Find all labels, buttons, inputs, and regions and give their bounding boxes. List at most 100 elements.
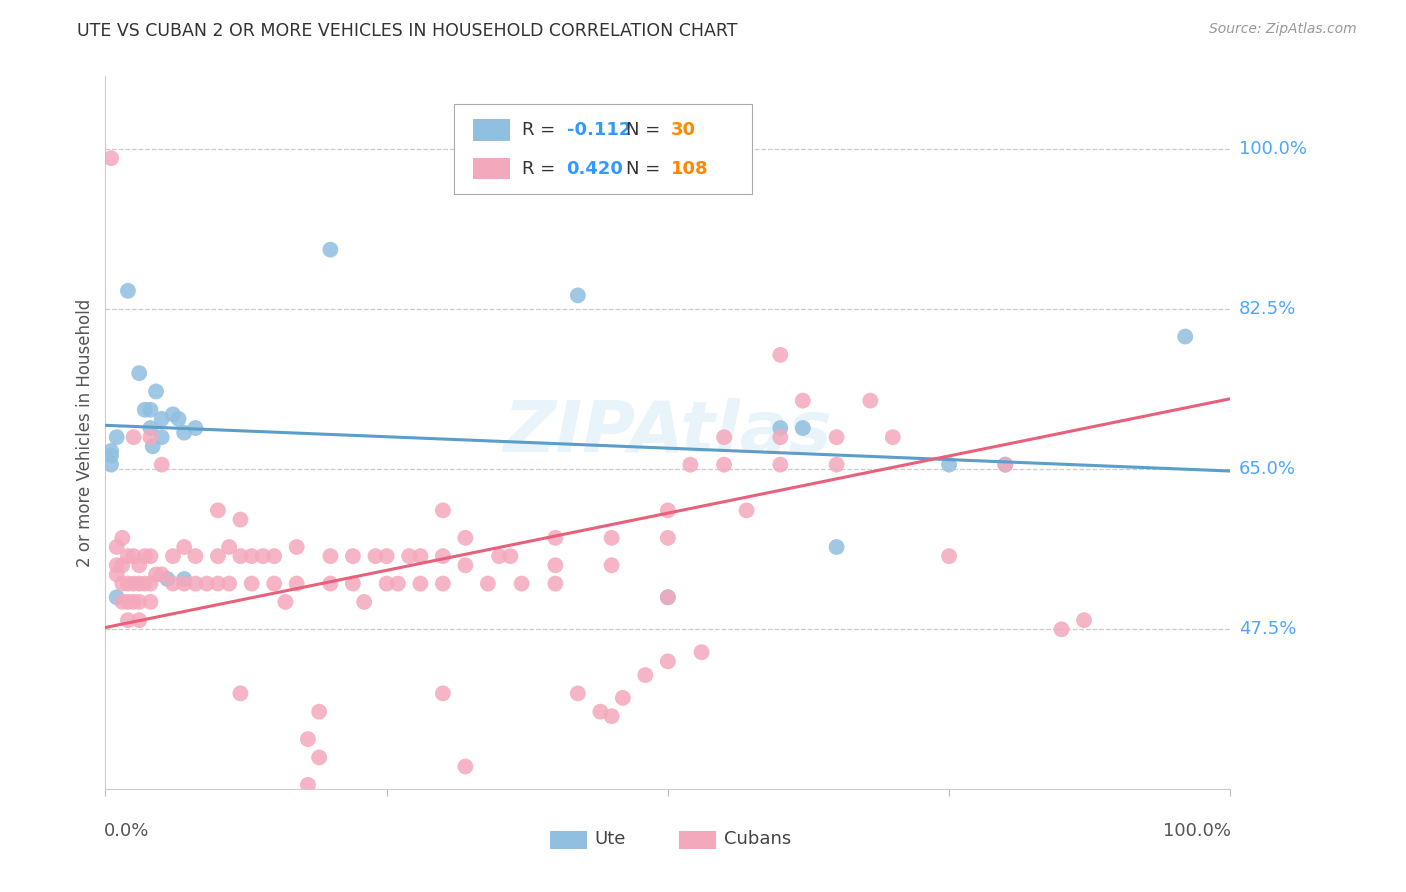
- Point: [173, 425, 195, 440]
- Text: 47.5%: 47.5%: [1239, 620, 1296, 639]
- Point: [735, 503, 758, 517]
- Point: [375, 549, 398, 563]
- Point: [156, 572, 179, 586]
- Point: [162, 549, 184, 563]
- Point: [263, 549, 285, 563]
- Point: [122, 595, 145, 609]
- Point: [589, 705, 612, 719]
- Text: R =: R =: [522, 160, 561, 178]
- Point: [364, 549, 387, 563]
- Point: [544, 531, 567, 545]
- Point: [769, 430, 792, 444]
- Text: -0.112: -0.112: [567, 121, 631, 139]
- Text: 0.0%: 0.0%: [104, 822, 149, 839]
- FancyBboxPatch shape: [550, 830, 586, 848]
- Point: [117, 549, 139, 563]
- FancyBboxPatch shape: [474, 158, 510, 179]
- Point: [882, 430, 904, 444]
- Point: [128, 558, 150, 573]
- Text: 108: 108: [671, 160, 709, 178]
- Text: R =: R =: [522, 121, 561, 139]
- Point: [105, 591, 128, 605]
- Point: [634, 668, 657, 682]
- Point: [218, 540, 240, 554]
- Point: [308, 705, 330, 719]
- Point: [229, 549, 252, 563]
- Point: [432, 686, 454, 700]
- Point: [679, 458, 702, 472]
- Point: [375, 576, 398, 591]
- Point: [105, 567, 128, 582]
- Point: [297, 778, 319, 792]
- Point: [145, 567, 167, 582]
- Point: [612, 690, 634, 705]
- Point: [1073, 613, 1095, 627]
- Point: [825, 540, 848, 554]
- Point: [769, 458, 792, 472]
- Text: Ute: Ute: [595, 830, 626, 848]
- Point: [319, 549, 342, 563]
- Point: [938, 549, 960, 563]
- Point: [657, 531, 679, 545]
- Point: [319, 576, 342, 591]
- Point: [139, 402, 162, 417]
- Point: [657, 591, 679, 605]
- Point: [308, 750, 330, 764]
- Point: [353, 595, 375, 609]
- Point: [150, 458, 173, 472]
- Point: [657, 591, 679, 605]
- Point: [600, 558, 623, 573]
- FancyBboxPatch shape: [679, 830, 716, 848]
- Point: [252, 549, 274, 563]
- Text: Source: ZipAtlas.com: Source: ZipAtlas.com: [1209, 22, 1357, 37]
- Point: [398, 549, 420, 563]
- Point: [105, 540, 128, 554]
- Point: [117, 613, 139, 627]
- Point: [134, 402, 156, 417]
- Point: [657, 654, 679, 668]
- Point: [134, 576, 156, 591]
- Point: [162, 576, 184, 591]
- Point: [100, 449, 122, 463]
- Point: [263, 576, 285, 591]
- Point: [207, 503, 229, 517]
- Point: [100, 458, 122, 472]
- Text: 30: 30: [671, 121, 696, 139]
- Point: [100, 151, 122, 165]
- Point: [769, 421, 792, 435]
- Point: [409, 549, 432, 563]
- Point: [173, 572, 195, 586]
- Point: [342, 549, 364, 563]
- Point: [454, 531, 477, 545]
- Point: [240, 576, 263, 591]
- Point: [150, 412, 173, 426]
- Point: [769, 348, 792, 362]
- Point: [150, 567, 173, 582]
- Y-axis label: 2 or more Vehicles in Household: 2 or more Vehicles in Household: [76, 299, 94, 566]
- Text: 65.0%: 65.0%: [1239, 460, 1295, 478]
- Point: [167, 412, 190, 426]
- Point: [1050, 623, 1073, 637]
- Point: [285, 576, 308, 591]
- Point: [162, 407, 184, 421]
- Point: [657, 503, 679, 517]
- Point: [117, 284, 139, 298]
- Point: [229, 686, 252, 700]
- Point: [454, 759, 477, 773]
- Point: [454, 558, 477, 573]
- Point: [145, 384, 167, 399]
- Point: [122, 430, 145, 444]
- Point: [134, 549, 156, 563]
- Point: [488, 549, 510, 563]
- Point: [207, 549, 229, 563]
- Point: [218, 576, 240, 591]
- Point: [122, 549, 145, 563]
- Point: [139, 430, 162, 444]
- FancyBboxPatch shape: [454, 104, 752, 194]
- Point: [342, 576, 364, 591]
- Point: [510, 576, 533, 591]
- Point: [184, 549, 207, 563]
- Point: [105, 430, 128, 444]
- Point: [128, 595, 150, 609]
- Point: [207, 576, 229, 591]
